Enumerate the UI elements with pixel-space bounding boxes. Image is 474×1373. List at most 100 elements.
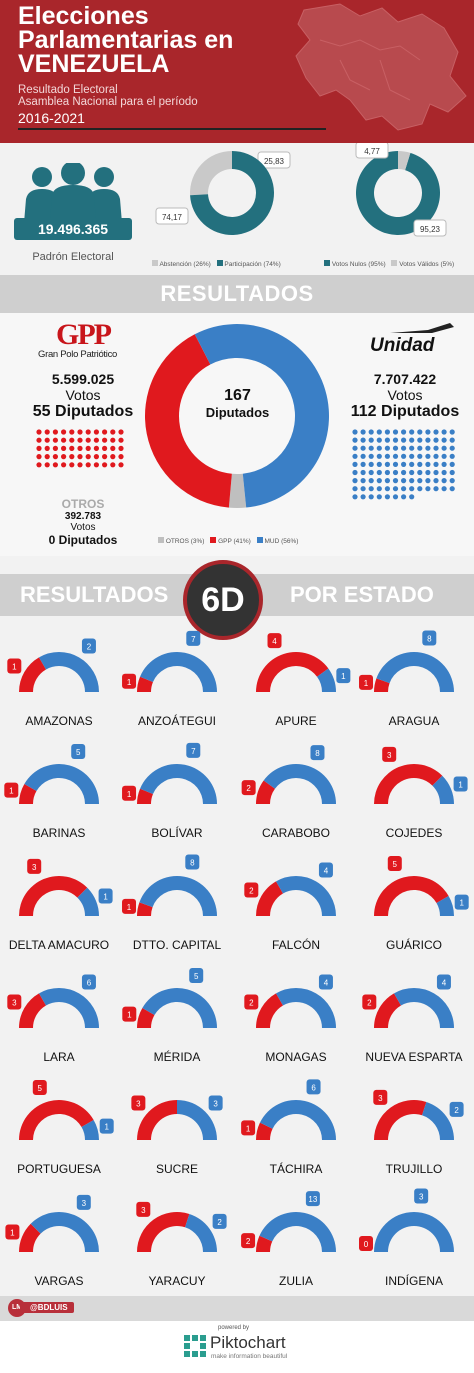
period-years: 2016-2021 [18,110,85,126]
mud-arc [140,652,217,692]
gpp-arc [256,780,275,804]
mud-arc [77,887,100,916]
seat-dot [392,429,399,435]
seat-dot [425,469,431,476]
stats-section: 19.496.365 Padrón Electoral 25,83 74,17 9… [0,143,474,275]
mud-arc [422,1101,454,1140]
mud-arc [374,1212,454,1252]
seat-dot [368,478,374,484]
legend-label: OTROS (3%) [165,538,205,545]
seat-dot [409,469,415,476]
seat-dot [360,453,366,459]
otros-summary: OTROS 392.783 Votos 0 Diputados [20,497,146,547]
seat-bubble-value: 4 [272,637,277,646]
seat-dot [392,494,399,500]
seat-dot [52,462,58,468]
seat-dot [360,486,366,492]
seat-bubble [244,882,259,898]
otros-label: OTROS [61,497,105,511]
seat-dot [449,461,455,467]
gpp-arc [256,652,329,692]
seat-bubble-value: 2 [249,886,254,895]
gpp-votes: 5.599.025 [51,371,115,387]
mud-arc [276,876,336,916]
seat-dot [368,486,374,492]
seat-dot [433,453,439,459]
state-cell: 3 3 SUCRE [118,1066,236,1178]
piktochart-brand[interactable]: Piktochart [210,1333,286,1352]
seat-dot [417,429,423,435]
seat-dot [441,461,447,467]
state-name: LARA [43,1050,75,1064]
resultados-banner: RESULTADOS [0,275,474,313]
state-banner-right: POR ESTADO [290,582,434,607]
seat-dot [61,445,67,451]
seat-dot [401,469,407,476]
state-gauge: 03 [359,1188,454,1252]
seat-dot [44,437,50,443]
seat-dot [368,429,374,435]
mud-seat-dots [352,429,455,500]
state-gauge: 12 [7,638,99,692]
state-gauge: 51 [374,856,469,916]
seat-bubble-value: 2 [249,998,254,1007]
seat-bubble [305,1191,320,1207]
seat-bubble [186,742,201,758]
seat-dot [85,437,91,443]
seat-bubble-value: 1 [127,678,132,687]
author-handle[interactable]: @BDLUIS [20,1302,74,1313]
seat-dot [61,437,67,443]
seat-bubble [122,673,137,689]
mud-arc [376,652,454,692]
seat-dot [118,445,124,451]
donut-slice [228,473,247,508]
gpp-arc [19,1100,94,1140]
6d-badge-text: 6D [201,581,245,619]
state-cell: 4 1 APURE [237,618,355,730]
legend-swatch [324,260,330,266]
footer-bar: LM @BDLUIS [0,1296,474,1321]
seat-bubble [244,994,259,1010]
seat-dot [392,478,399,484]
state-cell: 3 2 TRUJILLO [355,1066,473,1178]
gpp-arc [137,1008,155,1028]
seat-dot [449,453,455,459]
seat-dot [376,445,382,451]
seat-dot [425,461,431,467]
seat-bubble [81,638,96,654]
state-cell: 1 3 VARGAS [0,1178,118,1290]
seats-center: 167 Diputados [145,387,330,420]
mud-arc [81,1120,99,1140]
seat-dot [77,437,83,443]
seat-bubble-value: 1 [246,1124,251,1133]
mud-seats: 112 Diputados [350,403,460,420]
seat-dot [352,453,358,459]
seat-bubble-value: 5 [194,972,199,981]
gpp-arc [137,788,153,804]
seat-dot [110,462,116,468]
seat-dot [384,437,390,443]
seat-dot [85,445,91,451]
seat-dot [52,437,58,443]
state-gauge: 15 [4,744,99,804]
seat-bubble-value: 2 [246,784,251,793]
seat-bubble [136,1201,151,1217]
value-label: 95,23 [420,225,441,234]
seat-bubble [387,856,402,872]
seat-dot [441,469,447,476]
legend-votes: Votos Nulos (95%) Votos Válidos (5%) [324,260,454,268]
seat-dot [449,437,455,443]
seat-dot [417,478,423,484]
venezuela-map [295,3,467,131]
state-gauge: 17 [122,742,217,804]
header: Elecciones Parlamentarias en VENEZUELA R… [0,0,474,143]
seat-bubble [189,968,204,984]
seat-dot [409,429,415,435]
seat-bubble-value: 3 [82,1199,87,1208]
otros-seats: 0 Diputados [48,533,118,547]
seat-bubble-value: 5 [393,860,398,869]
seat-bubble [454,894,469,910]
seat-dot [360,461,366,467]
gpp-arc [256,1235,273,1252]
legend-swatch [152,260,158,266]
